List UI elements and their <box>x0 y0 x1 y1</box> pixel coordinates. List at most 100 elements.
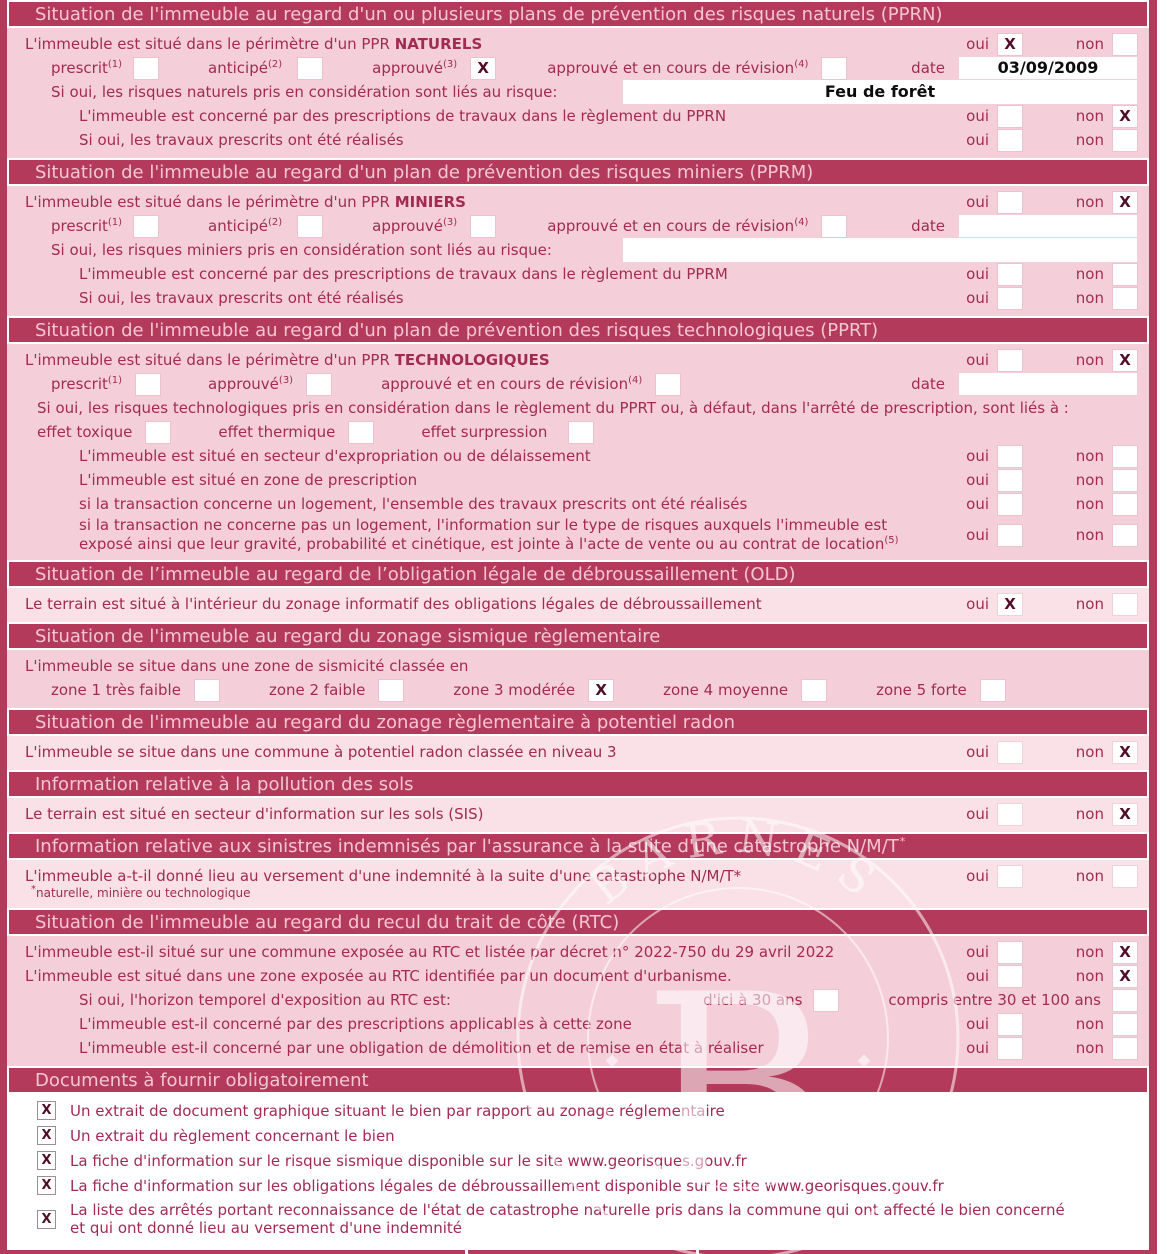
non-label: non <box>1075 350 1104 369</box>
doc-item-4-checkbox[interactable]: X <box>37 1176 56 1195</box>
pprt-non-logement-oui-checkbox[interactable] <box>998 524 1022 546</box>
rtc-horizon-30-checkbox[interactable] <box>814 989 839 1011</box>
rtc-demolition-non-checkbox[interactable] <box>1113 1037 1137 1059</box>
non-label: non <box>1075 866 1104 885</box>
non-label: non <box>1075 966 1104 985</box>
zone2-checkbox[interactable] <box>379 679 404 701</box>
pprt-logement-non-checkbox[interactable] <box>1113 493 1137 515</box>
pprm-prescriptions-question: L'immeuble est concerné par des prescrip… <box>79 264 728 283</box>
doc-item-2-checkbox[interactable]: X <box>37 1126 56 1145</box>
sols-non-checkbox[interactable]: X <box>1113 803 1137 825</box>
rtc-zone-row: L'immeuble est situé dans une zone expos… <box>7 964 1149 988</box>
zone5-checkbox[interactable] <box>980 679 1005 701</box>
zone3-checkbox[interactable]: X <box>589 679 614 701</box>
oui-label: oui <box>966 525 989 544</box>
pprt-zone-non-checkbox[interactable] <box>1113 469 1137 491</box>
oui-non-group: oui non X <box>953 941 1137 963</box>
pprn-approuve-checkbox[interactable]: X <box>471 57 496 79</box>
pprn-prescriptions-question: L'immeuble est concerné par des prescrip… <box>79 106 727 125</box>
pprt-non-logement-non-checkbox[interactable] <box>1113 524 1137 546</box>
rtc-commune-non-checkbox[interactable]: X <box>1113 941 1137 963</box>
pprn-perimetre-non-checkbox[interactable] <box>1113 33 1137 55</box>
zone1-checkbox[interactable] <box>194 679 219 701</box>
rtc-zone-oui-checkbox[interactable] <box>998 965 1022 987</box>
pprn-travaux-row: Si oui, les travaux prescrits ont été ré… <box>7 128 1149 152</box>
section-body-sols: Le terrain est situé en secteur d'inform… <box>7 798 1149 832</box>
pprt-approuve-checkbox[interactable] <box>307 373 332 395</box>
pprt-perimetre-oui-checkbox[interactable] <box>998 349 1022 371</box>
pprn-date-field[interactable]: 03/09/2009 <box>959 57 1137 79</box>
non-label: non <box>1075 742 1104 761</box>
pprm-perimetre-oui-checkbox[interactable] <box>998 191 1022 213</box>
pprn-revision-checkbox[interactable] <box>822 57 847 79</box>
pprt-effet-thermique-checkbox[interactable] <box>349 421 374 443</box>
pprn-prescrit-checkbox[interactable] <box>134 57 159 79</box>
rtc-horizon-100-checkbox[interactable] <box>1113 989 1137 1011</box>
pprm-perimetre-non-checkbox[interactable]: X <box>1113 191 1137 213</box>
pprt-effet-surpression-checkbox[interactable] <box>569 421 594 443</box>
pprn-anticipe-checkbox[interactable] <box>298 57 323 79</box>
rtc-zone-non-checkbox[interactable]: X <box>1113 965 1137 987</box>
pprm-prescriptions-non-checkbox[interactable] <box>1113 263 1137 285</box>
revision-label: approuvé et en cours de révision(4) <box>547 216 809 235</box>
radon-oui-checkbox[interactable] <box>998 741 1022 763</box>
oui-non-group: oui non X <box>953 965 1137 987</box>
rtc-prescriptions-non-checkbox[interactable] <box>1113 1013 1137 1035</box>
section-header-rtc: Situation de l'immeuble au regard du rec… <box>7 908 1149 936</box>
pprn-travaux-oui-checkbox[interactable] <box>998 129 1022 151</box>
pprm-risque-field[interactable] <box>623 238 1137 262</box>
pprt-status-row: prescrit(1) approuvé(3) approuvé et en c… <box>7 372 1149 396</box>
prescrit-label: prescrit(1) <box>51 58 123 77</box>
pprn-perimetre-oui-checkbox[interactable]: X <box>998 33 1022 55</box>
pprt-expropriation-oui-checkbox[interactable] <box>998 445 1022 467</box>
rtc-prescriptions-oui-checkbox[interactable] <box>998 1013 1022 1035</box>
pprt-logement-oui-checkbox[interactable] <box>998 493 1022 515</box>
doc-item-3-checkbox[interactable]: X <box>37 1151 56 1170</box>
pprm-travaux-row: Si oui, les travaux prescrits ont été ré… <box>7 286 1149 310</box>
pprt-revision-checkbox[interactable] <box>656 373 681 395</box>
pprm-date-field[interactable] <box>959 215 1137 237</box>
sinistres-non-checkbox[interactable] <box>1113 865 1137 887</box>
pprt-expropriation-non-checkbox[interactable] <box>1113 445 1137 467</box>
pprt-perimetre-non-checkbox[interactable]: X <box>1113 349 1137 371</box>
pprm-travaux-non-checkbox[interactable] <box>1113 287 1137 309</box>
doc-item-4-text: La fiche d'information sur les obligatio… <box>70 1176 944 1195</box>
zone4-checkbox[interactable] <box>802 679 827 701</box>
pprn-travaux-non-checkbox[interactable] <box>1113 129 1137 151</box>
oui-non-group: oui non X <box>953 349 1137 371</box>
pprt-date-field[interactable] <box>959 373 1137 395</box>
rtc-demolition-oui-checkbox[interactable] <box>998 1037 1022 1059</box>
doc-item-5-text: La liste des arrêtés portant reconnaissa… <box>70 1201 1065 1237</box>
old-non-checkbox[interactable] <box>1113 593 1137 615</box>
radon-non-checkbox[interactable]: X <box>1113 741 1137 763</box>
radon-question: L'immeuble se situe dans une commune à p… <box>25 742 617 761</box>
doc-item-1-checkbox[interactable]: X <box>37 1101 56 1120</box>
oui-label: oui <box>966 192 989 211</box>
pprn-risque-field[interactable]: Feu de forêt <box>623 80 1137 104</box>
pprt-zone-oui-checkbox[interactable] <box>998 469 1022 491</box>
pprt-effet-toxique-checkbox[interactable] <box>146 421 171 443</box>
pprt-effets-row: effet toxique effet thermique effet surp… <box>7 420 1149 444</box>
section-header-pprt: Situation de l'immeuble au regard d'un p… <box>7 316 1149 344</box>
non-label: non <box>1075 1014 1104 1033</box>
pprm-approuve-checkbox[interactable] <box>471 215 496 237</box>
sinistres-oui-checkbox[interactable] <box>998 865 1022 887</box>
oui-label: oui <box>966 742 989 761</box>
pprn-prescriptions-oui-checkbox[interactable] <box>998 105 1022 127</box>
oui-label: oui <box>966 866 989 885</box>
old-oui-checkbox[interactable]: X <box>998 593 1022 615</box>
doc-item-3-text: La fiche d'information sur le risque sis… <box>70 1151 747 1170</box>
pprt-prescrit-checkbox[interactable] <box>136 373 161 395</box>
rtc-commune-oui-checkbox[interactable] <box>998 941 1022 963</box>
pprm-prescriptions-oui-checkbox[interactable] <box>998 263 1022 285</box>
pprm-anticipe-checkbox[interactable] <box>298 215 323 237</box>
doc-item-5-checkbox[interactable]: X <box>37 1209 56 1229</box>
date-label: date <box>911 374 945 393</box>
pprn-prescriptions-non-checkbox[interactable]: X <box>1113 105 1137 127</box>
pprm-prescrit-checkbox[interactable] <box>134 215 159 237</box>
sols-oui-checkbox[interactable] <box>998 803 1022 825</box>
approuve-label: approuvé(3) <box>372 216 458 235</box>
pprm-revision-checkbox[interactable] <box>822 215 847 237</box>
pprm-travaux-oui-checkbox[interactable] <box>998 287 1022 309</box>
footer-vendeur-cell: vendeur / bailleur <box>7 1250 465 1254</box>
